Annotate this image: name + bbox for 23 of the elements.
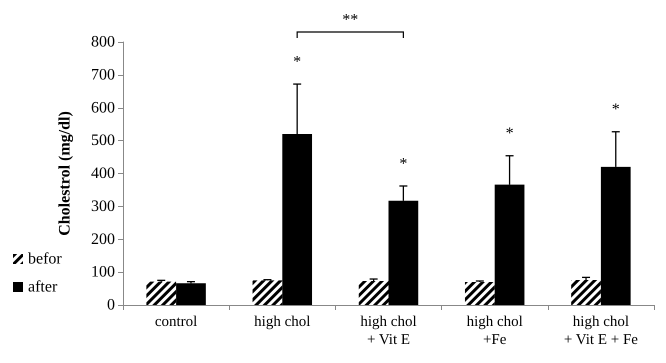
text: ** [342, 12, 358, 28]
x-tick-label: high chol + Vit E + Fe [564, 314, 638, 348]
x-tick-label: high chol + Vit E [360, 314, 417, 348]
bar [176, 283, 206, 305]
y-tick-label: 800 [91, 34, 115, 50]
y-tick-label: 0 [107, 296, 115, 314]
y-tick-label: 200 [91, 230, 115, 248]
y-tick-label: 300 [91, 198, 115, 215]
y-tick-label: 500 [91, 132, 115, 150]
y-tick-label: 100 [91, 264, 115, 281]
x-tick-label: high chol [254, 314, 310, 330]
y-tick-label: 600 [91, 99, 115, 116]
annotation: * [612, 101, 620, 118]
annotation: * [399, 155, 408, 172]
legend-label: after [28, 278, 58, 296]
x-tick-label: high chol +Fe [466, 314, 523, 348]
y-tick-label: 700 [91, 66, 115, 84]
annotation: * [293, 54, 302, 71]
x-tick-label: control [154, 314, 198, 330]
y-tick-label: 400 [91, 165, 115, 182]
y-axis-title: Cholestrol (mg/dl) [56, 111, 74, 236]
legend-label: befor [28, 250, 62, 268]
annotation: * [506, 125, 514, 142]
